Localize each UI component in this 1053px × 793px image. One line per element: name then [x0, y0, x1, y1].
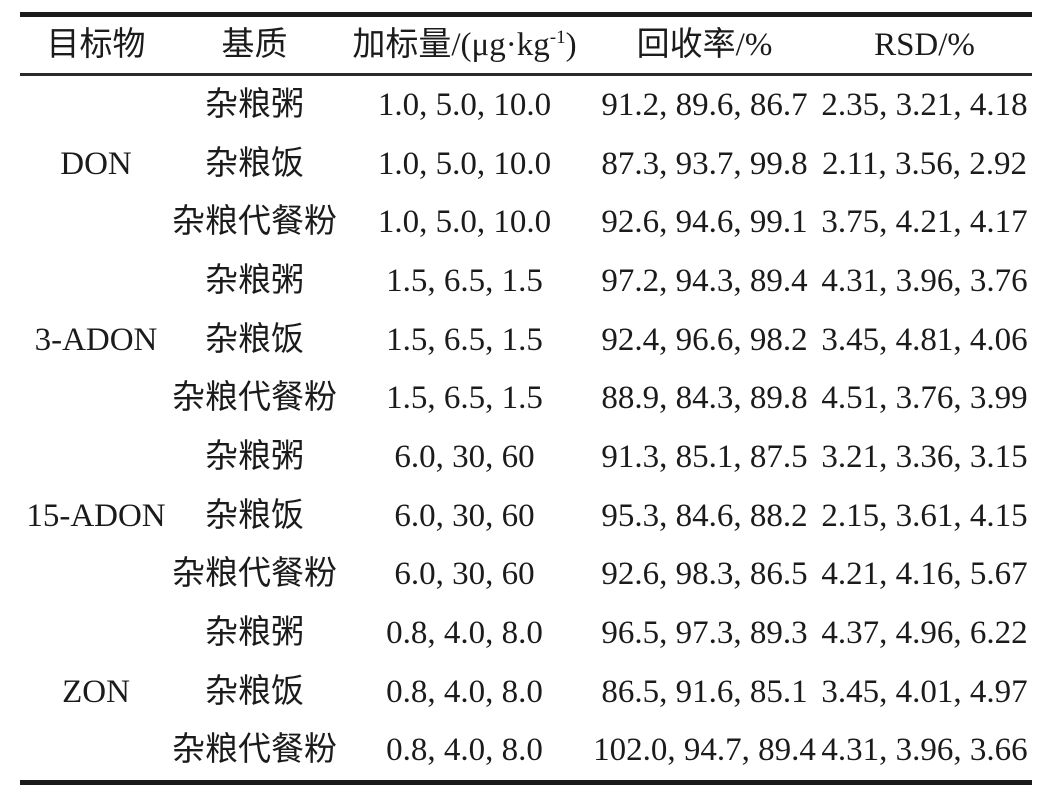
spike-unit-superscript: -1 [549, 26, 566, 48]
table-row: DON 杂粮粥 1.0, 5.0, 10.0 91.2, 89.6, 86.7 … [20, 75, 1032, 180]
cell-recovery: 86.5, 91.6, 85.1 [601, 673, 808, 710]
cell-recovery: 102.0, 94.7, 89.4 [593, 732, 816, 769]
cell-spike: 1.5, 6.5, 1.5 [386, 380, 543, 417]
cell-rsd: 3.21, 3.36, 3.15 [821, 438, 1028, 475]
header-cell-spike: 加标量/(μg·kg-1) [337, 15, 592, 75]
spike-unit-suffix: ) [565, 26, 577, 63]
cell-spike: 6.0, 30, 60 [394, 497, 535, 534]
cell-target-group: 3-ADON [34, 321, 158, 358]
table-row: 杂粮代餐粉 6.0, 30, 60 92.6, 98.3, 86.5 4.21,… [20, 546, 1032, 605]
cell-spike: 1.0, 5.0, 10.0 [377, 145, 552, 182]
cell-rsd: 3.75, 4.21, 4.17 [821, 204, 1028, 241]
cell-recovery: 97.2, 94.3, 89.4 [601, 262, 808, 299]
cell-matrix: 杂粮代餐粉 [172, 556, 337, 593]
cell-spike: 6.0, 30, 60 [394, 438, 535, 475]
table-row: 杂粮代餐粉 1.0, 5.0, 10.0 92.6, 94.6, 99.1 3.… [20, 193, 1032, 252]
cell-matrix: 杂粮饭 [205, 321, 304, 358]
cell-recovery: 91.2, 89.6, 86.7 [601, 86, 808, 123]
table-body: DON 杂粮粥 1.0, 5.0, 10.0 91.2, 89.6, 86.7 … [20, 75, 1032, 783]
table-row: ZON 杂粮粥 0.8, 4.0, 8.0 96.5, 97.3, 89.3 4… [20, 604, 1032, 709]
spike-unit-prefix: 加标量/(μg·kg [352, 26, 550, 63]
header-cell-matrix: 基质 [221, 26, 288, 63]
cell-rsd: 3.45, 4.81, 4.06 [821, 321, 1028, 358]
cell-rsd: 4.31, 3.96, 3.76 [821, 262, 1028, 299]
cell-spike: 1.5, 6.5, 1.5 [386, 321, 543, 358]
recovery-rsd-table-container: 目标物 基质 加标量/(μg·kg-1) 回收率/% RSD/% DON 杂粮粥… [20, 12, 1032, 786]
cell-recovery: 87.3, 93.7, 99.8 [601, 145, 808, 182]
cell-rsd: 4.31, 3.96, 3.66 [821, 732, 1028, 769]
table-row: 15-ADON 杂粮粥 6.0, 30, 60 91.3, 85.1, 87.5… [20, 428, 1032, 533]
table-row: 杂粮饭 1.5, 6.5, 1.5 92.4, 96.6, 98.2 3.45,… [20, 311, 1032, 370]
cell-matrix: 杂粮代餐粉 [172, 204, 337, 241]
header-cell-target: 目标物 [46, 26, 146, 63]
cell-spike: 1.5, 6.5, 1.5 [386, 262, 543, 299]
cell-rsd: 4.37, 4.96, 6.22 [821, 615, 1028, 652]
cell-target-group: 15-ADON [26, 497, 166, 534]
cell-recovery: 92.6, 94.6, 99.1 [601, 204, 808, 241]
table-row: 杂粮饭 1.0, 5.0, 10.0 87.3, 93.7, 99.8 2.11… [20, 135, 1032, 194]
cell-recovery: 88.9, 84.3, 89.8 [601, 380, 808, 417]
cell-rsd: 2.15, 3.61, 4.15 [821, 497, 1028, 534]
table-row: 杂粮代餐粉 0.8, 4.0, 8.0 102.0, 94.7, 89.4 4.… [20, 722, 1032, 783]
cell-rsd: 2.11, 3.56, 2.92 [821, 145, 1028, 182]
cell-rsd: 4.21, 4.16, 5.67 [821, 556, 1028, 593]
cell-rsd: 2.35, 3.21, 4.18 [821, 86, 1028, 123]
header-cell-rsd: RSD/% [874, 26, 975, 63]
cell-recovery: 92.6, 98.3, 86.5 [601, 556, 808, 593]
cell-recovery: 92.4, 96.6, 98.2 [601, 321, 808, 358]
cell-matrix: 杂粮饭 [205, 145, 304, 182]
cell-matrix: 杂粮饭 [205, 497, 304, 534]
cell-matrix: 杂粮代餐粉 [172, 732, 337, 769]
table-row: 杂粮饭 0.8, 4.0, 8.0 86.5, 91.6, 85.1 3.45,… [20, 663, 1032, 722]
cell-rsd: 3.45, 4.01, 4.97 [821, 673, 1028, 710]
table-row: 3-ADON 杂粮粥 1.5, 6.5, 1.5 97.2, 94.3, 89.… [20, 252, 1032, 356]
cell-recovery: 95.3, 84.6, 88.2 [601, 497, 808, 534]
cell-matrix: 杂粮饭 [205, 673, 304, 710]
header-cell-recovery: 回收率/% [636, 26, 773, 63]
cell-spike: 1.0, 5.0, 10.0 [377, 86, 552, 123]
cell-matrix: 杂粮粥 [205, 438, 304, 475]
cell-matrix: 杂粮粥 [205, 262, 304, 299]
cell-recovery: 96.5, 97.3, 89.3 [601, 615, 808, 652]
cell-spike: 1.0, 5.0, 10.0 [377, 204, 552, 241]
cell-target-group: ZON [62, 673, 130, 710]
cell-spike: 0.8, 4.0, 8.0 [386, 732, 543, 769]
cell-spike: 6.0, 30, 60 [394, 556, 535, 593]
cell-matrix: 杂粮粥 [205, 86, 304, 123]
table-row: 杂粮饭 6.0, 30, 60 95.3, 84.6, 88.2 2.15, 3… [20, 487, 1032, 546]
header-row: 目标物 基质 加标量/(μg·kg-1) 回收率/% RSD/% [20, 15, 1032, 75]
table-row: 杂粮代餐粉 1.5, 6.5, 1.5 88.9, 84.3, 89.8 4.5… [20, 369, 1032, 428]
recovery-rsd-table: 目标物 基质 加标量/(μg·kg-1) 回收率/% RSD/% DON 杂粮粥… [20, 12, 1032, 786]
cell-matrix: 杂粮代餐粉 [172, 380, 337, 417]
cell-matrix: 杂粮粥 [205, 615, 304, 652]
cell-spike: 0.8, 4.0, 8.0 [386, 673, 543, 710]
cell-spike: 0.8, 4.0, 8.0 [386, 615, 543, 652]
cell-rsd: 4.51, 3.76, 3.99 [821, 380, 1028, 417]
cell-recovery: 91.3, 85.1, 87.5 [601, 438, 808, 475]
cell-target-group: DON [60, 145, 132, 182]
table-header: 目标物 基质 加标量/(μg·kg-1) 回收率/% RSD/% [20, 15, 1032, 75]
